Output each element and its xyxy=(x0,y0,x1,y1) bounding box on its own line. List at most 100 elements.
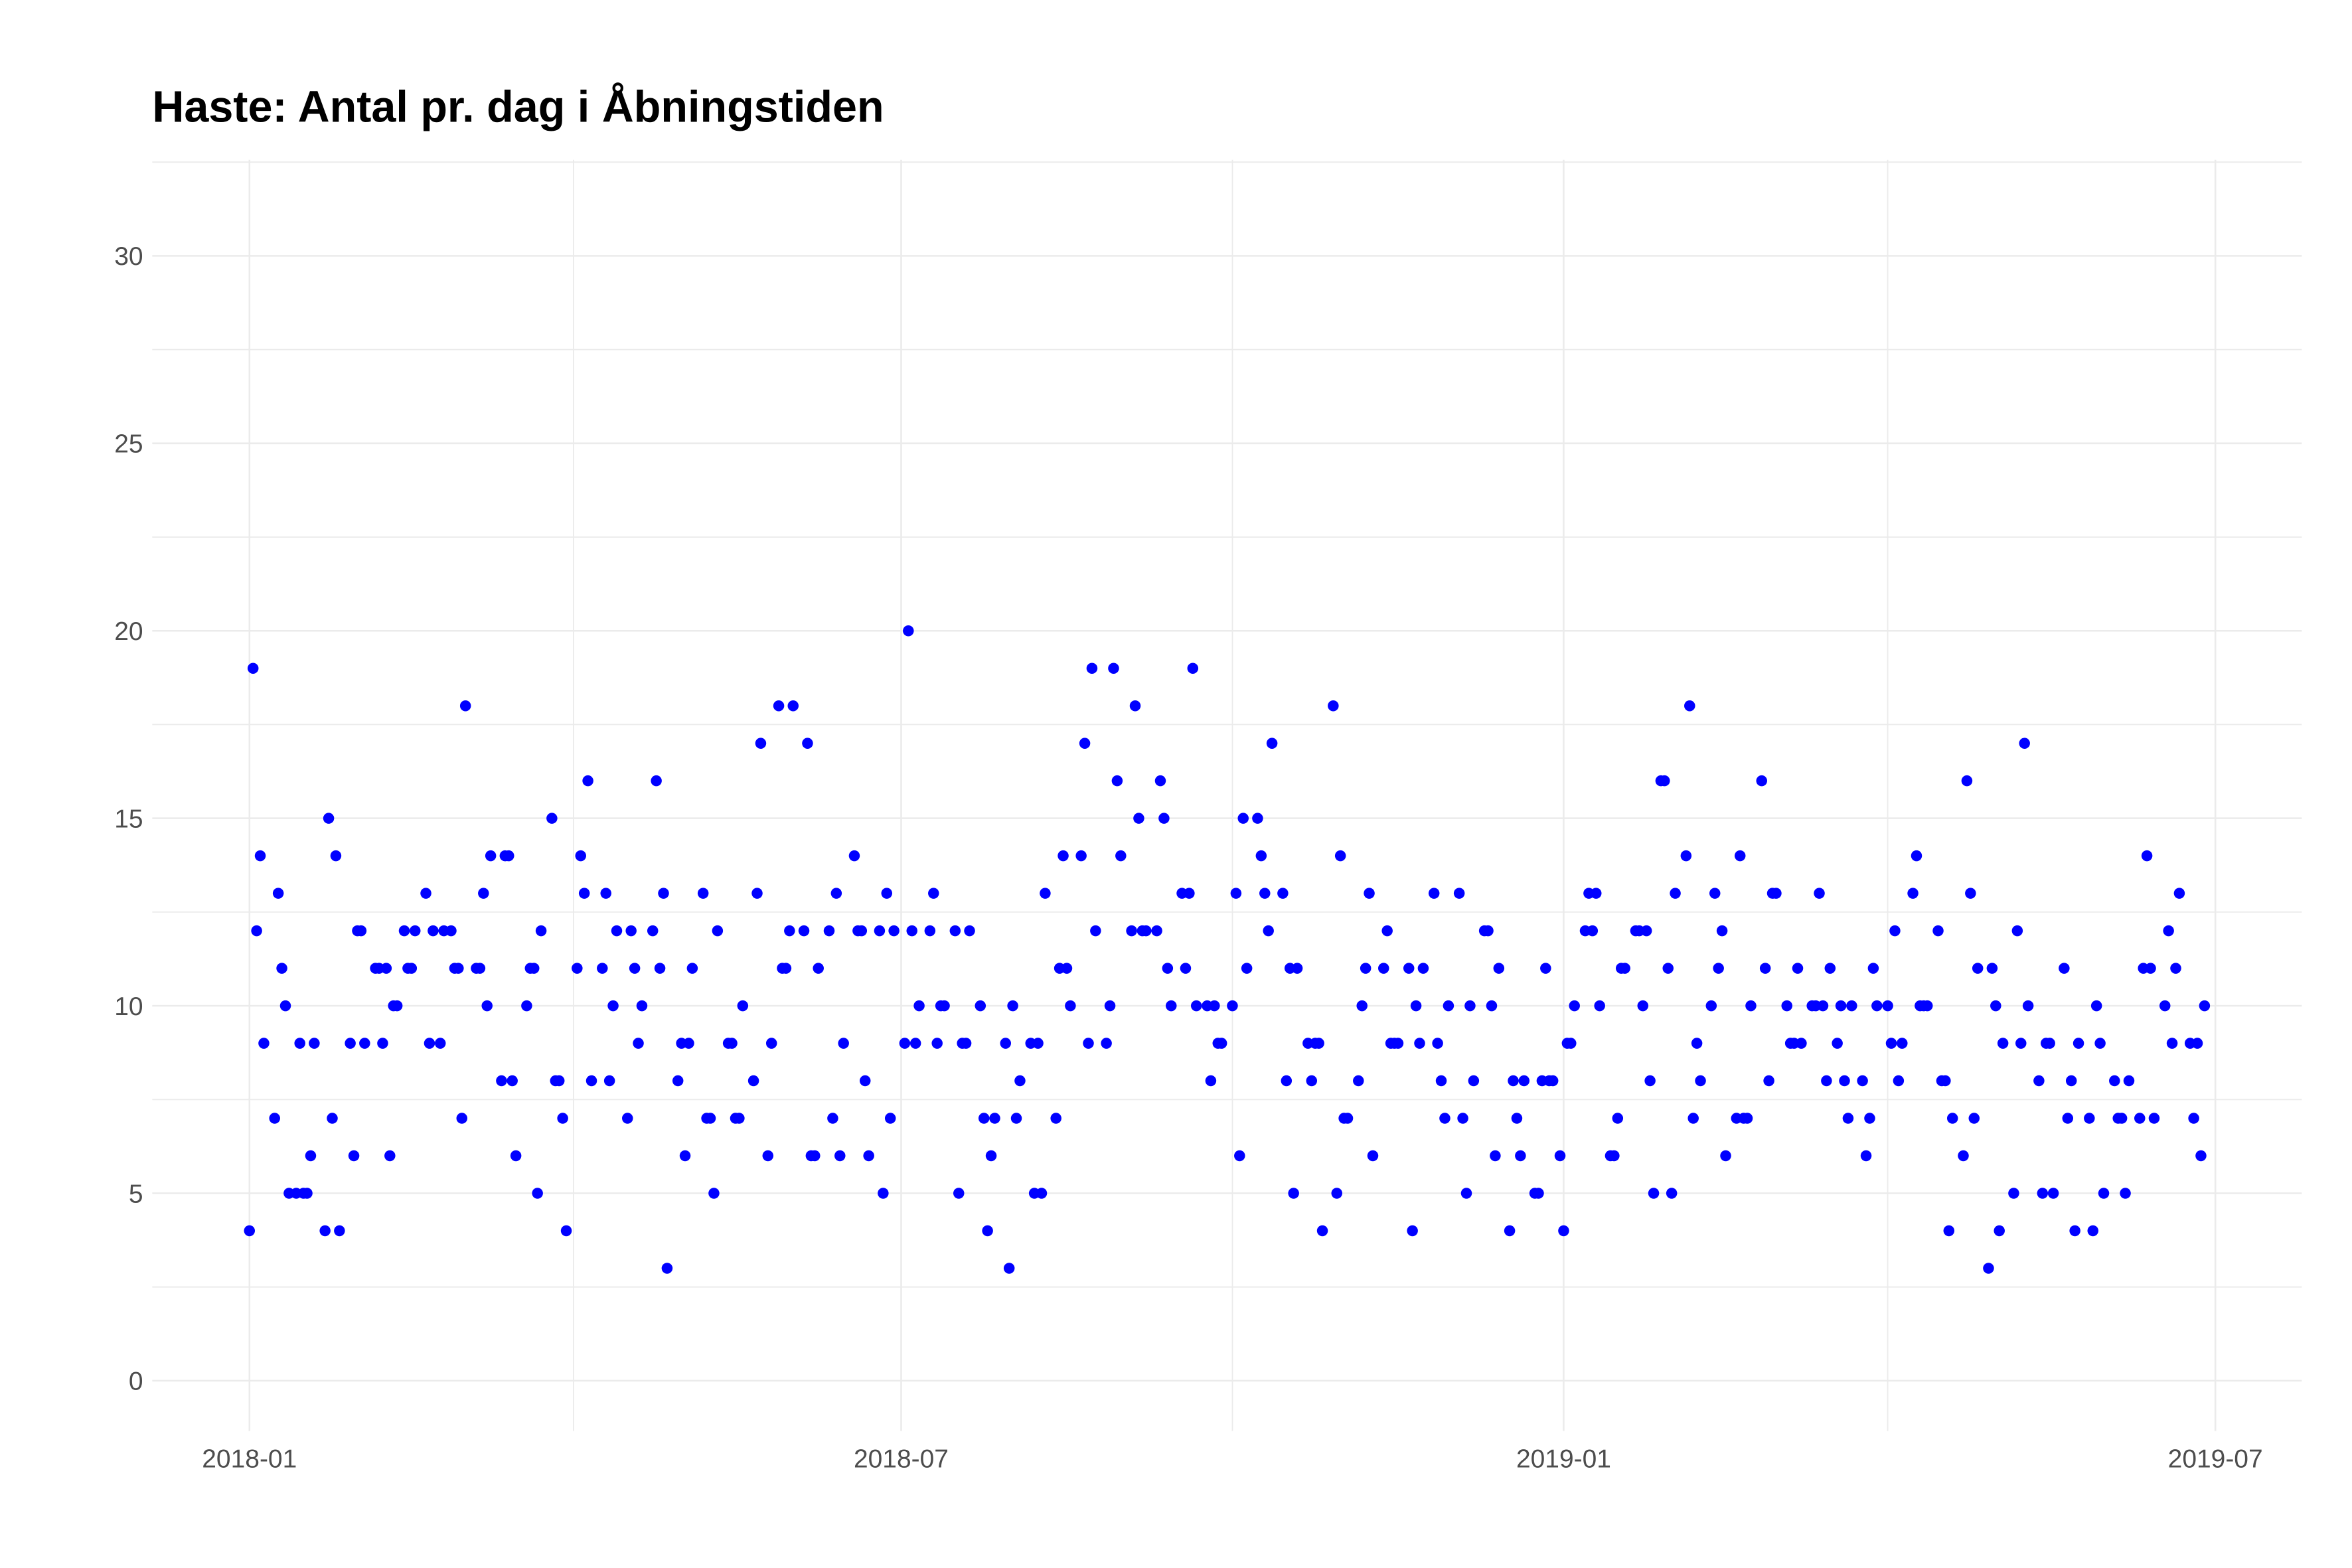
point xyxy=(244,1225,256,1237)
point xyxy=(755,738,767,749)
point xyxy=(1986,963,1998,974)
point xyxy=(528,963,540,974)
point xyxy=(1407,1225,1418,1237)
point xyxy=(1832,1038,1843,1049)
point xyxy=(1695,1075,1706,1087)
point xyxy=(1083,1038,1094,1049)
point xyxy=(453,963,464,974)
point xyxy=(2019,738,2030,749)
point xyxy=(1058,850,1069,862)
point xyxy=(1846,1000,1857,1012)
point xyxy=(247,663,259,674)
point xyxy=(1493,963,1505,974)
point xyxy=(1360,963,1372,974)
point xyxy=(575,850,587,862)
point xyxy=(355,925,367,937)
point xyxy=(359,1038,370,1049)
point xyxy=(1061,963,1073,974)
point xyxy=(1288,1188,1299,1199)
point xyxy=(1889,925,1901,937)
point xyxy=(1691,1038,1703,1049)
point xyxy=(647,925,659,937)
point xyxy=(1867,963,1879,974)
point xyxy=(625,925,637,937)
point xyxy=(1997,1038,2009,1049)
point xyxy=(1839,1075,1850,1087)
point xyxy=(496,1075,507,1087)
point xyxy=(1040,888,1051,899)
point xyxy=(1759,963,1771,974)
point xyxy=(2163,925,2174,937)
point xyxy=(2191,1038,2203,1049)
point xyxy=(1968,1113,1980,1124)
point xyxy=(582,775,593,787)
point xyxy=(1885,1038,1897,1049)
point xyxy=(327,1113,338,1124)
point xyxy=(1648,1188,1660,1199)
point xyxy=(377,1038,388,1049)
point xyxy=(1439,1113,1450,1124)
point xyxy=(975,1000,986,1012)
point xyxy=(1961,775,1973,787)
y-tick-label: 10 xyxy=(114,992,143,1021)
point xyxy=(1417,963,1429,974)
point xyxy=(305,1150,317,1162)
point xyxy=(1410,1000,1422,1012)
point xyxy=(1705,1000,1717,1012)
point xyxy=(1090,925,1101,937)
point xyxy=(553,1075,565,1087)
point xyxy=(787,700,799,712)
point xyxy=(1403,963,1415,974)
point xyxy=(1871,1000,1883,1012)
point xyxy=(323,813,335,824)
point xyxy=(2084,1113,2095,1124)
point xyxy=(1932,925,1944,937)
point xyxy=(2199,1000,2211,1012)
point xyxy=(1230,888,1242,899)
point xyxy=(1547,1075,1559,1087)
points xyxy=(244,625,2211,1274)
point xyxy=(1814,888,1825,899)
point xyxy=(1162,963,1174,974)
x-tick-label: 2019-01 xyxy=(1516,1445,1611,1474)
point xyxy=(1994,1225,2005,1237)
point xyxy=(1050,1113,1061,1124)
point xyxy=(2109,1075,2120,1087)
point xyxy=(1763,1075,1774,1087)
point xyxy=(2087,1225,2098,1237)
point xyxy=(2120,1188,2131,1199)
point xyxy=(856,925,868,937)
point xyxy=(1443,1000,1454,1012)
point xyxy=(1637,1000,1649,1012)
point xyxy=(697,888,709,899)
point xyxy=(391,1000,403,1012)
point xyxy=(1331,1188,1343,1199)
point xyxy=(1255,850,1267,862)
point xyxy=(1864,1113,1875,1124)
point xyxy=(1666,1188,1678,1199)
point xyxy=(1540,963,1551,974)
point xyxy=(2159,1000,2171,1012)
point xyxy=(1151,925,1162,937)
point xyxy=(765,1038,777,1049)
point xyxy=(406,963,418,974)
point xyxy=(485,850,497,862)
point xyxy=(1958,1150,1969,1162)
point xyxy=(1619,963,1630,974)
point xyxy=(848,850,860,862)
point xyxy=(1126,925,1137,937)
point xyxy=(903,625,914,637)
point xyxy=(636,1000,648,1012)
point xyxy=(964,925,975,937)
point xyxy=(330,850,342,862)
point xyxy=(827,1113,838,1124)
point xyxy=(1003,1263,1015,1274)
point xyxy=(420,888,431,899)
point xyxy=(309,1038,320,1049)
point xyxy=(1378,963,1389,974)
point xyxy=(881,888,893,899)
point xyxy=(734,1113,745,1124)
point xyxy=(1281,1075,1293,1087)
point xyxy=(1154,775,1166,787)
point xyxy=(2037,1188,2049,1199)
